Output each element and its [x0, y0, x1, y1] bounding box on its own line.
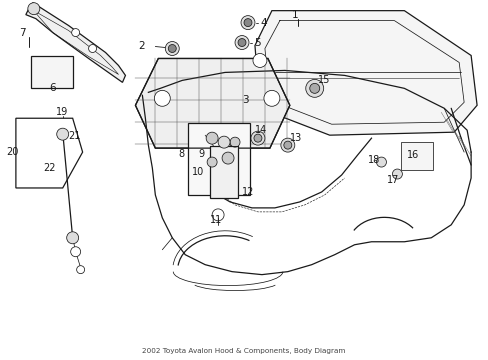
Circle shape — [235, 36, 248, 50]
Text: 14: 14 — [254, 125, 266, 135]
Text: 16: 16 — [407, 150, 419, 160]
Polygon shape — [26, 3, 125, 82]
Circle shape — [252, 54, 266, 67]
Text: 5: 5 — [253, 37, 260, 48]
Circle shape — [238, 39, 245, 46]
Text: 17: 17 — [386, 175, 399, 185]
Text: 3: 3 — [242, 95, 248, 105]
Text: 21: 21 — [68, 131, 81, 141]
Text: 18: 18 — [367, 155, 379, 165]
Text: 10: 10 — [192, 167, 204, 177]
Circle shape — [283, 141, 291, 149]
Circle shape — [207, 157, 217, 167]
Polygon shape — [135, 58, 289, 148]
Circle shape — [376, 157, 386, 167]
Bar — [401, 142, 432, 170]
Circle shape — [154, 90, 170, 106]
Circle shape — [77, 266, 84, 274]
Text: 9: 9 — [198, 149, 204, 159]
Text: 8: 8 — [178, 149, 184, 159]
Circle shape — [244, 19, 251, 27]
Circle shape — [309, 84, 319, 93]
Text: 20: 20 — [6, 147, 18, 157]
Circle shape — [264, 90, 279, 106]
Text: 2: 2 — [138, 41, 145, 50]
Circle shape — [253, 134, 262, 142]
Circle shape — [305, 80, 323, 97]
Circle shape — [212, 209, 224, 221]
Bar — [31, 57, 73, 88]
Text: 12: 12 — [242, 187, 254, 197]
Circle shape — [88, 45, 96, 53]
Circle shape — [165, 41, 179, 55]
Circle shape — [222, 152, 234, 164]
Text: 7: 7 — [19, 28, 25, 37]
Text: 22: 22 — [42, 163, 55, 173]
Circle shape — [168, 45, 176, 53]
Circle shape — [250, 131, 264, 145]
Polygon shape — [254, 11, 476, 135]
Text: 1: 1 — [291, 10, 298, 20]
Circle shape — [206, 132, 218, 144]
Bar — [210, 146, 238, 198]
Bar — [188, 123, 249, 195]
Text: 13: 13 — [289, 133, 302, 143]
Circle shape — [218, 136, 229, 148]
Text: 4: 4 — [260, 18, 266, 28]
Polygon shape — [16, 118, 82, 188]
Text: 19: 19 — [56, 107, 68, 117]
Text: 2002 Toyota Avalon Hood & Components, Body Diagram: 2002 Toyota Avalon Hood & Components, Bo… — [142, 348, 345, 354]
Circle shape — [66, 232, 79, 244]
Circle shape — [280, 138, 294, 152]
Circle shape — [392, 169, 402, 179]
Circle shape — [241, 15, 254, 30]
Circle shape — [72, 28, 80, 37]
Circle shape — [229, 137, 240, 147]
Text: 11: 11 — [210, 215, 222, 225]
Text: 15: 15 — [317, 75, 329, 85]
Circle shape — [57, 128, 68, 140]
Text: 6: 6 — [49, 84, 55, 93]
Circle shape — [28, 3, 40, 15]
Circle shape — [71, 247, 81, 257]
